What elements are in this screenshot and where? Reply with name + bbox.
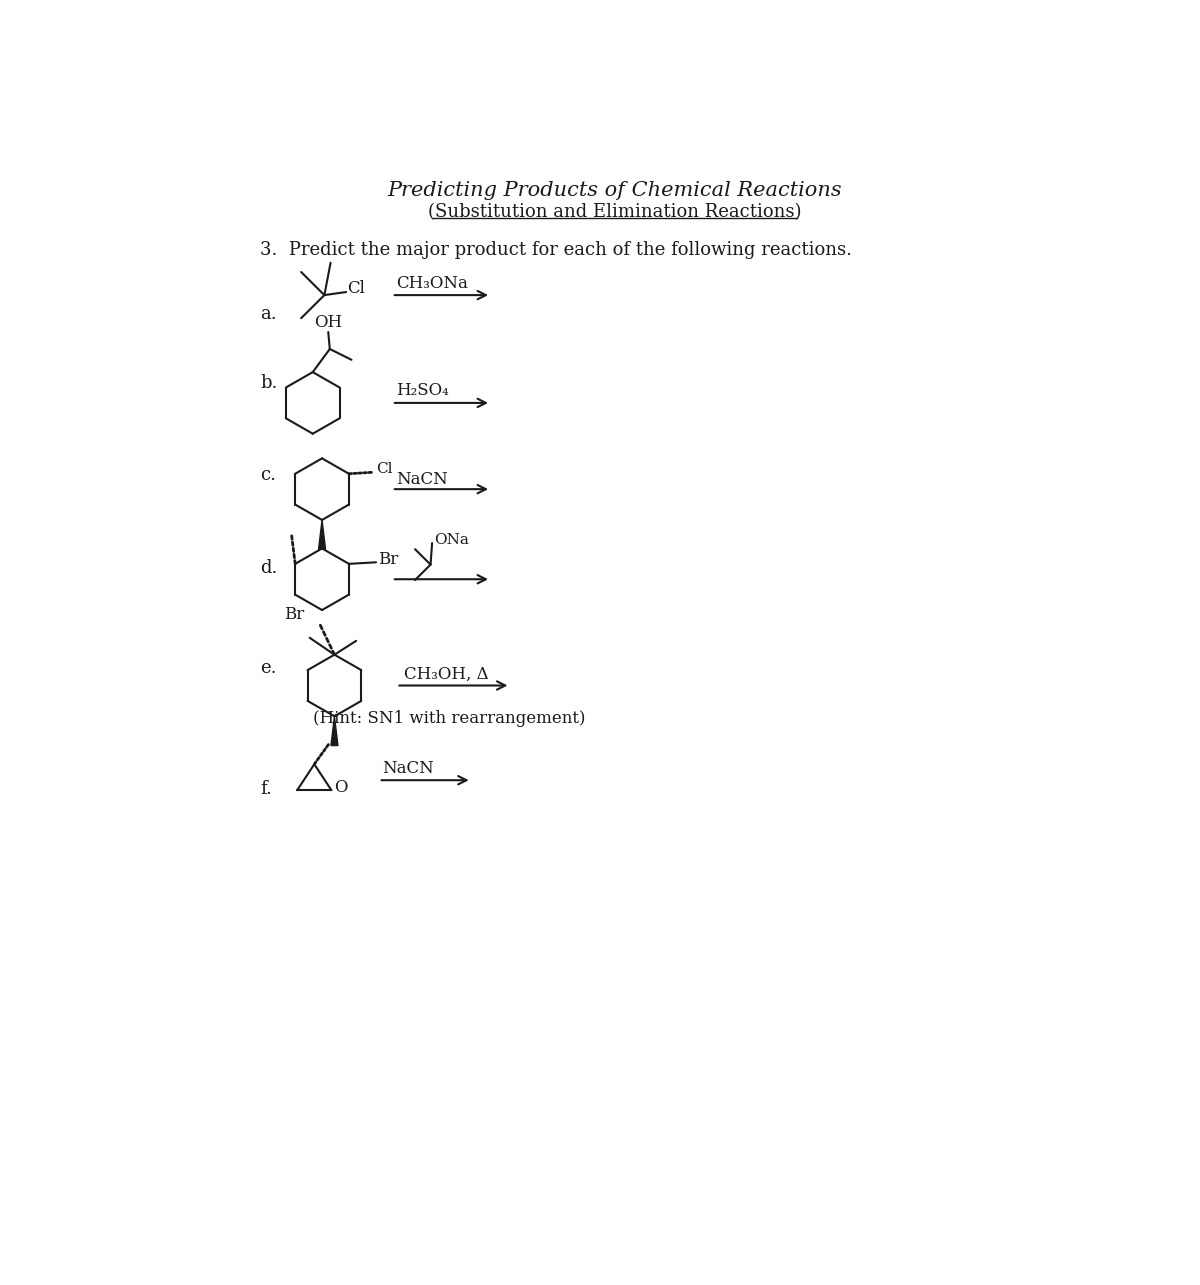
- Text: e.: e.: [260, 659, 276, 677]
- Text: Predicting Products of Chemical Reactions: Predicting Products of Chemical Reaction…: [388, 181, 842, 200]
- Polygon shape: [331, 716, 338, 745]
- Text: Cl: Cl: [376, 463, 392, 477]
- Text: O: O: [334, 779, 347, 795]
- Text: Br: Br: [284, 607, 305, 623]
- Text: H₂SO₄: H₂SO₄: [396, 382, 449, 400]
- Text: c.: c.: [260, 466, 276, 484]
- Text: f.: f.: [260, 780, 272, 798]
- Text: d.: d.: [260, 559, 277, 577]
- Text: (Substitution and Elimination Reactions): (Substitution and Elimination Reactions): [428, 203, 802, 221]
- Text: NaCN: NaCN: [396, 470, 449, 487]
- Text: CH₃ONa: CH₃ONa: [396, 275, 468, 292]
- Text: 3.  Predict the major product for each of the following reactions.: 3. Predict the major product for each of…: [260, 242, 852, 260]
- Text: (Hint: SN1 with rearrangement): (Hint: SN1 with rearrangement): [313, 711, 586, 727]
- Text: NaCN: NaCN: [383, 761, 434, 777]
- Text: a.: a.: [260, 305, 277, 323]
- Text: CH₃OH, Δ: CH₃OH, Δ: [404, 666, 488, 682]
- Text: Cl: Cl: [348, 280, 366, 297]
- Text: OH: OH: [314, 314, 342, 330]
- Text: Br: Br: [378, 551, 398, 568]
- Text: ONa: ONa: [434, 533, 469, 547]
- Text: b.: b.: [260, 374, 277, 392]
- Polygon shape: [318, 520, 325, 549]
